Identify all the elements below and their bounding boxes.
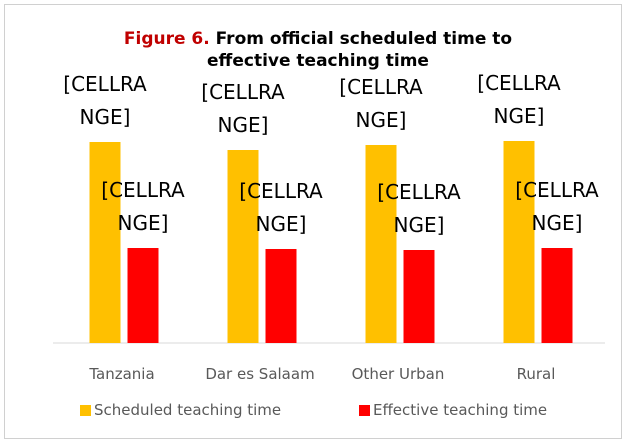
data-label: [CELLRANGE] (239, 179, 323, 236)
x-tick-label: Dar es Salaam (205, 365, 315, 383)
chart-title-box: Figure 6. From official scheduled time t… (118, 28, 518, 72)
data-label: [CELLRANGE] (377, 180, 461, 237)
data-label: [CELLRANGE] (477, 71, 561, 128)
x-tick-label: Rural (516, 365, 556, 383)
chart-title: From official scheduled time to effectiv… (207, 29, 513, 71)
bar (127, 248, 159, 343)
x-tick-label: Other Urban (351, 365, 445, 383)
bar (403, 250, 435, 343)
legend-label: Effective teaching time (373, 401, 548, 419)
bar (227, 150, 259, 343)
data-label: [CELLRANGE] (101, 178, 185, 235)
data-label: [CELLRANGE] (339, 75, 423, 132)
data-label: [CELLRANGE] (201, 80, 285, 137)
legend-swatch (80, 405, 91, 416)
data-label: [CELLRANGE] (63, 72, 147, 129)
data-label: [CELLRANGE] (515, 178, 599, 235)
bar (265, 249, 297, 343)
bar (365, 145, 397, 343)
x-tick-label: Tanzania (89, 365, 155, 383)
figure-label: Figure 6. (123, 29, 210, 49)
bar (541, 248, 573, 343)
bar (89, 142, 121, 343)
bar (503, 141, 535, 343)
legend-label: Scheduled teaching time (94, 401, 282, 419)
legend-swatch (359, 405, 370, 416)
chart-frame (4, 4, 622, 439)
